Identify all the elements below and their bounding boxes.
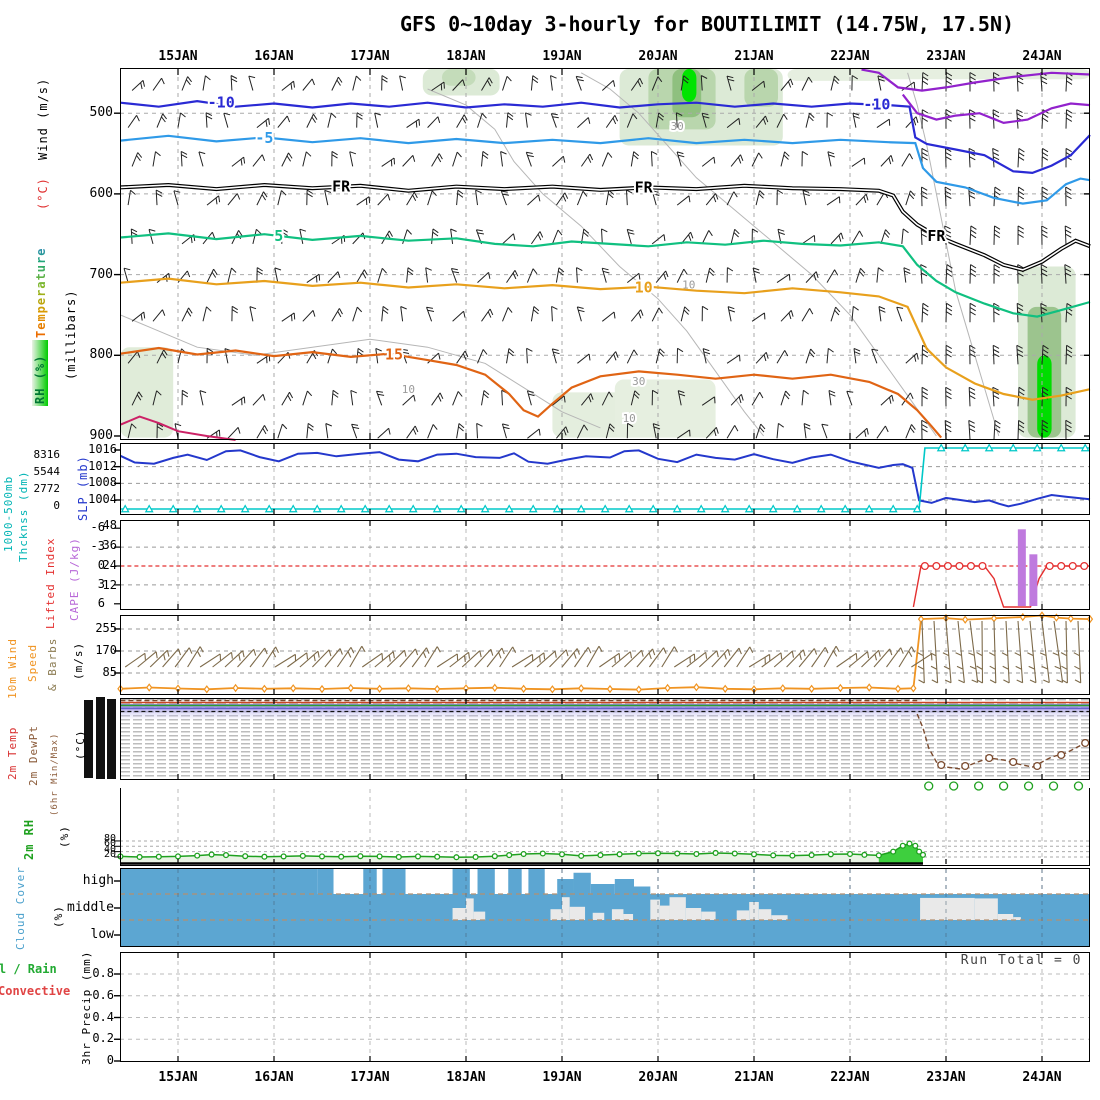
thickness-tick: 8316 bbox=[33, 448, 61, 461]
cloud-level-label: low bbox=[90, 927, 114, 942]
rh2m-tick: 60 bbox=[103, 838, 116, 850]
lifted-index-tick: 3 bbox=[97, 576, 105, 591]
minmax-label: (6hr Min/Max) bbox=[50, 732, 60, 816]
svg-text:15: 15 bbox=[385, 345, 403, 363]
rh2m-label: 2m RH bbox=[22, 818, 36, 860]
cape-tick: 48 bbox=[102, 517, 117, 532]
rh2m-tick: 40 bbox=[103, 843, 116, 855]
svg-text:FR: FR bbox=[332, 178, 351, 196]
pressure-tick: 500 bbox=[89, 105, 113, 121]
thickness-tick: 5544 bbox=[33, 465, 61, 478]
lifted-index-tick: 0 bbox=[97, 558, 105, 572]
pressure-tick: 600 bbox=[89, 185, 113, 201]
precip-tick: 0 bbox=[106, 1053, 114, 1067]
pressure-tick: 800 bbox=[89, 347, 113, 363]
convective-label: Convective bbox=[0, 984, 71, 998]
cape-tick: 24 bbox=[102, 557, 117, 572]
cape-tick: 12 bbox=[102, 577, 117, 592]
date-label-bottom: 23JAN bbox=[926, 1070, 966, 1085]
svg-text:10: 10 bbox=[402, 383, 415, 396]
svg-text:10: 10 bbox=[623, 412, 636, 425]
page-title: GFS 0~10day 3-hourly for BOUTILIMIT (14.… bbox=[399, 12, 1015, 36]
date-label-top: 19JAN bbox=[542, 49, 582, 64]
cloud-cover-label: Cloud Cover bbox=[14, 866, 27, 950]
date-label-bottom: 16JAN bbox=[254, 1070, 294, 1085]
svg-text:5: 5 bbox=[274, 227, 283, 245]
lifted-index-tick: 6 bbox=[97, 595, 105, 610]
millibars-axis-label: (millibars) bbox=[64, 289, 78, 380]
svg-text:FR: FR bbox=[635, 178, 654, 196]
date-label-bottom: 15JAN bbox=[158, 1070, 198, 1085]
svg-text:-10: -10 bbox=[208, 94, 235, 112]
slp-tick: 1008 bbox=[88, 475, 117, 490]
svg-text:FR: FR bbox=[927, 227, 946, 245]
wind10m-tick: 85 bbox=[102, 664, 117, 679]
temp2m-axis-overprint bbox=[107, 699, 116, 779]
wind10m-tick: 170 bbox=[95, 642, 117, 657]
rh2m-tick: 80 bbox=[103, 832, 116, 844]
temp2m-axis-overprint bbox=[84, 700, 93, 778]
svg-text:-10: -10 bbox=[863, 95, 890, 113]
svg-text:10: 10 bbox=[635, 279, 653, 297]
total-rain-label: Total / Rain bbox=[0, 962, 57, 976]
cloud-level-label: high bbox=[82, 873, 114, 888]
rh2m-tick: 20 bbox=[103, 848, 116, 860]
temp2m-axis-overprint bbox=[96, 697, 105, 779]
temp2m-label: 2m Temp bbox=[6, 726, 19, 780]
wind10m-label-1: 10m Wind bbox=[6, 638, 19, 699]
wind10m-label-2: Speed bbox=[26, 643, 39, 682]
svg-text:30: 30 bbox=[632, 375, 645, 388]
date-label-bottom: 24JAN bbox=[1022, 1070, 1062, 1085]
date-label-bottom: 18JAN bbox=[446, 1070, 486, 1085]
pressure-tick: 900 bbox=[89, 427, 113, 443]
date-label-top: 23JAN bbox=[926, 49, 966, 64]
date-label-bottom: 17JAN bbox=[350, 1070, 390, 1085]
thickness-tick: 2772 bbox=[33, 482, 61, 495]
precip-tick: 0.8 bbox=[92, 966, 114, 980]
lifted-index-tick: -6 bbox=[90, 520, 105, 535]
date-label-bottom: 20JAN bbox=[638, 1070, 678, 1085]
wind10m-tick: 255 bbox=[95, 620, 117, 635]
date-label-bottom: 22JAN bbox=[830, 1070, 870, 1085]
run-total-text: Run Total = 0 bbox=[960, 953, 1082, 968]
date-label-top: 18JAN bbox=[446, 49, 486, 64]
slp-tick: 1016 bbox=[88, 442, 117, 456]
cape-tick: 36 bbox=[102, 537, 117, 552]
date-label-top: 15JAN bbox=[158, 49, 198, 64]
pressure-tick: 700 bbox=[89, 266, 113, 282]
cloud-level-label: middle bbox=[67, 900, 114, 915]
date-label-top: 20JAN bbox=[638, 49, 678, 64]
thickness-tick: 0 bbox=[53, 499, 60, 512]
svg-text:-5: -5 bbox=[255, 129, 273, 147]
precip-tick: 0.6 bbox=[92, 987, 114, 1002]
temp2m-unit-label: (°C) bbox=[74, 729, 87, 761]
date-label-top: 16JAN bbox=[254, 49, 294, 64]
date-label-top: 21JAN bbox=[734, 49, 774, 64]
date-label-top: 24JAN bbox=[1022, 49, 1062, 64]
date-label-bottom: 19JAN bbox=[542, 1070, 582, 1085]
svg-text:10: 10 bbox=[682, 278, 695, 291]
precip-tick: 0.2 bbox=[92, 1031, 114, 1046]
date-label-bottom: 21JAN bbox=[734, 1070, 774, 1085]
slp-tick: 1004 bbox=[88, 492, 117, 506]
slp-tick: 1012 bbox=[88, 458, 117, 473]
precip-axis-label: 3hr Precip (mm) bbox=[80, 950, 93, 1065]
precip-tick: 0.4 bbox=[92, 1009, 114, 1024]
date-label-top: 17JAN bbox=[350, 49, 390, 64]
dewpt2m-label: 2m DewPt bbox=[27, 725, 40, 786]
lifted-index-tick: -3 bbox=[90, 539, 105, 554]
date-label-top: 22JAN bbox=[830, 49, 870, 64]
